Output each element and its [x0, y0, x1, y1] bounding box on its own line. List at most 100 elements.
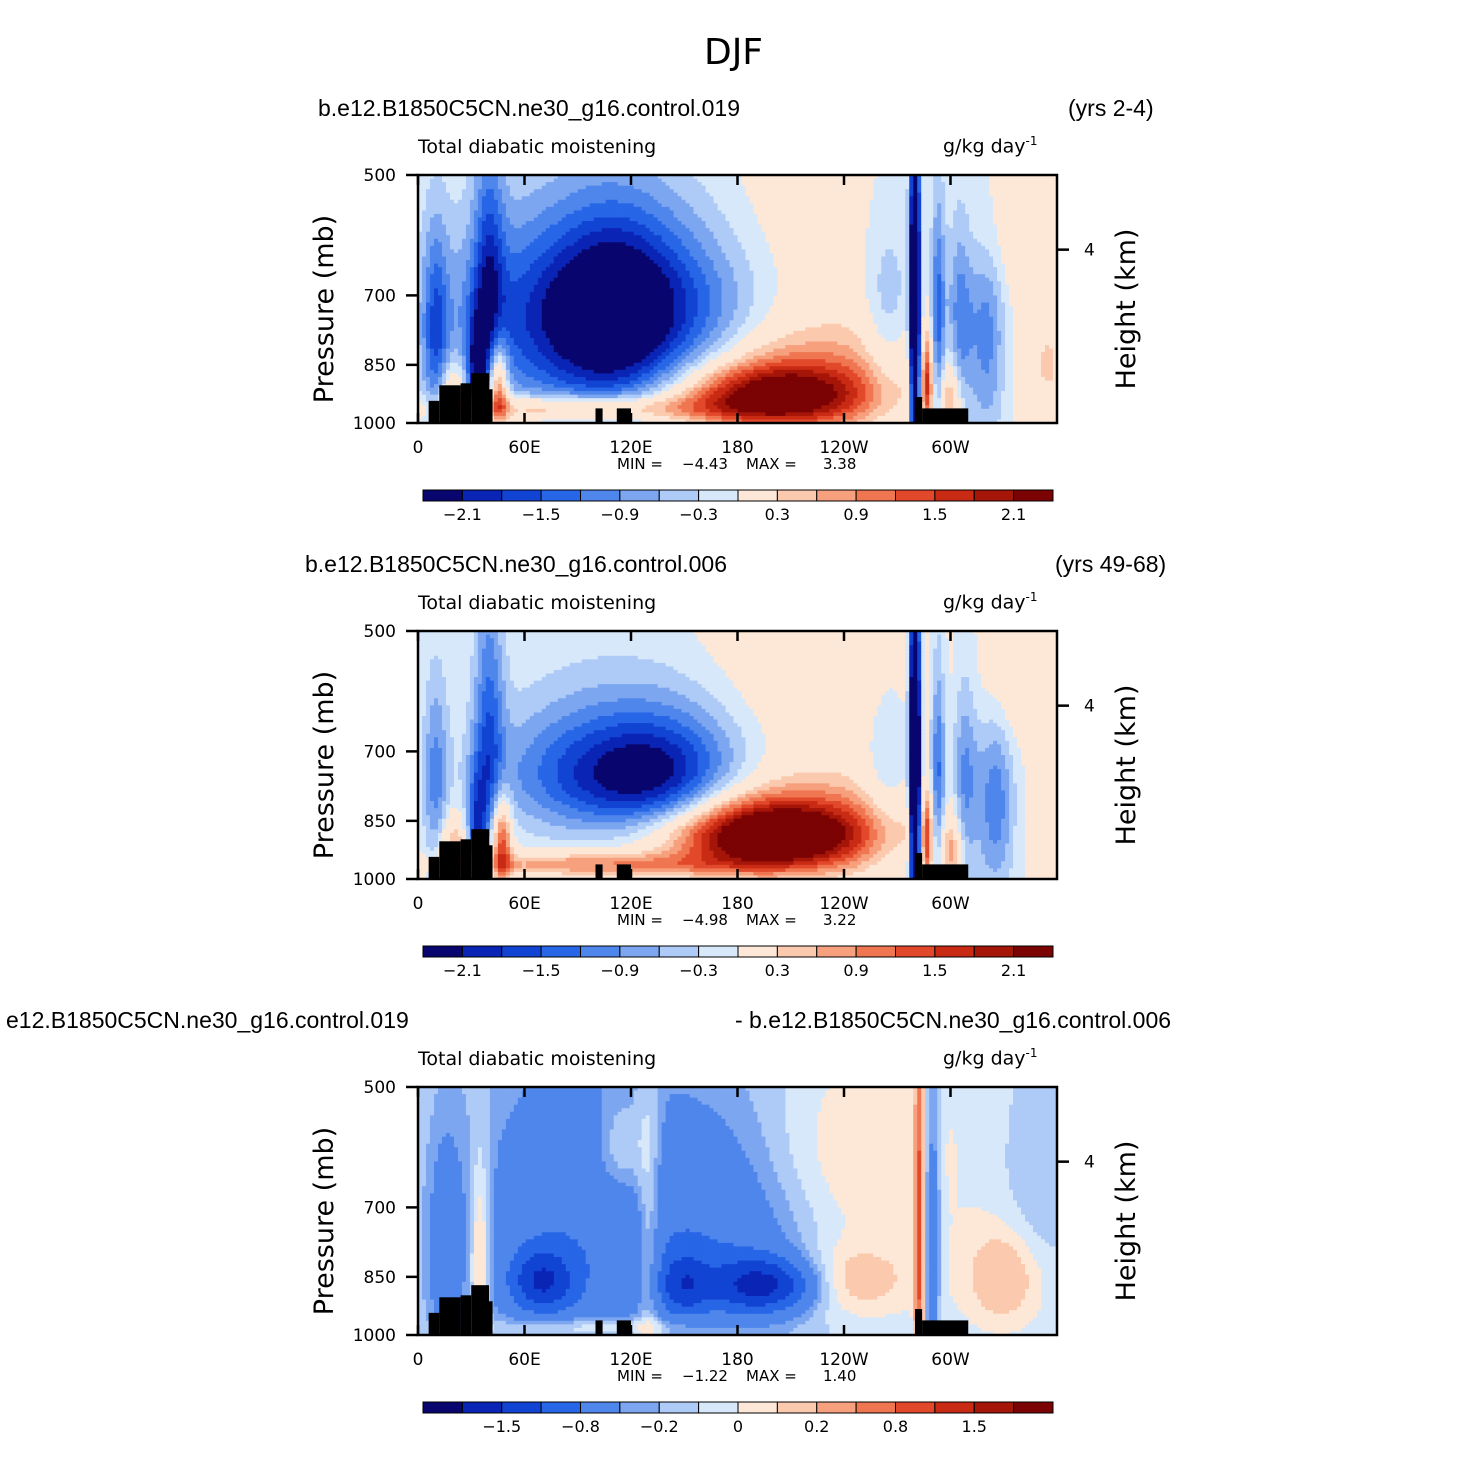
field-cell [665, 178, 671, 183]
field-cell [757, 245, 763, 250]
field-cell [441, 270, 447, 275]
field-cell [1021, 196, 1026, 201]
field-cell [541, 221, 547, 226]
field-cell [813, 249, 818, 254]
field-cell [861, 281, 866, 286]
field-cell [897, 270, 902, 275]
field-cell [418, 242, 423, 247]
field-cell [937, 199, 942, 204]
field-cell [769, 189, 775, 194]
field-cell [625, 175, 631, 180]
field-cell [585, 175, 591, 180]
field-cell [577, 221, 583, 226]
field-cell [481, 238, 487, 243]
field-cell [989, 199, 994, 204]
field-cell [509, 274, 515, 279]
field-cell [633, 263, 639, 268]
field-cell [517, 249, 523, 254]
field-cell [473, 284, 479, 289]
field-cell [473, 235, 479, 240]
field-cell [741, 210, 747, 215]
field-cell [485, 231, 491, 236]
field-cell [961, 235, 966, 240]
field-cell [613, 231, 619, 236]
field-cell [897, 199, 902, 204]
field-cell [917, 260, 922, 265]
field-cell [965, 192, 970, 197]
field-cell [509, 210, 515, 215]
field-cell [981, 192, 986, 197]
field-cell [833, 175, 838, 180]
field-cell [921, 274, 926, 279]
field-cell [589, 224, 595, 229]
field-cell [437, 284, 443, 289]
field-cell [457, 281, 463, 286]
field-cell [701, 228, 707, 233]
field-cell [777, 199, 783, 204]
field-cell [789, 274, 795, 279]
field-cell [677, 213, 683, 219]
field-cell [601, 281, 607, 286]
field-cell [905, 189, 910, 194]
field-cell [861, 196, 866, 201]
field-cell [717, 196, 723, 201]
field-cell [909, 213, 914, 219]
field-cell [1009, 252, 1014, 258]
field-cell [673, 185, 679, 190]
field-cell [481, 196, 487, 201]
field-cell [509, 206, 515, 212]
field-cell [757, 252, 763, 258]
field-cell [897, 217, 902, 222]
field-cell [577, 249, 583, 254]
field-cell [869, 182, 874, 187]
field-cell [909, 270, 914, 275]
field-cell [997, 178, 1002, 183]
field-cell [929, 281, 934, 286]
field-cell [921, 242, 926, 247]
field-cell [697, 189, 703, 194]
field-cell [689, 274, 695, 279]
field-cell [1041, 213, 1046, 219]
field-cell [425, 210, 431, 215]
field-cell [585, 182, 591, 187]
field-cell [1013, 231, 1018, 236]
field-cell [913, 199, 918, 204]
field-cell [829, 224, 834, 229]
field-cell [793, 221, 798, 226]
field-cell [993, 281, 998, 286]
field-cell [557, 206, 563, 212]
field-cell [961, 277, 966, 282]
field-cell [817, 196, 822, 201]
field-cell [421, 189, 427, 194]
field-cell [853, 210, 858, 215]
field-cell [965, 256, 970, 261]
field-cell [757, 178, 763, 183]
field-cell [825, 178, 830, 183]
field-cell [497, 203, 503, 208]
field-cell [821, 274, 826, 279]
field-cell [761, 228, 767, 233]
field-cell [937, 217, 942, 222]
field-cell [529, 213, 535, 219]
field-cell [681, 242, 687, 247]
field-cell [1021, 263, 1026, 268]
field-cell [769, 260, 775, 265]
field-cell [845, 238, 850, 243]
field-cell [1037, 238, 1042, 243]
field-cell [781, 182, 787, 187]
field-cell [865, 192, 870, 197]
field-cell [969, 263, 974, 268]
field-cell [533, 182, 539, 187]
field-cell [601, 203, 607, 208]
field-cell [869, 235, 874, 240]
field-cell [885, 175, 890, 180]
field-cell [425, 256, 431, 261]
field-cell [969, 274, 974, 279]
field-cell [741, 256, 747, 261]
field-cell [941, 228, 946, 233]
field-cell [541, 196, 547, 201]
field-cell [513, 199, 519, 204]
field-cell [565, 263, 571, 268]
field-cell [821, 178, 826, 183]
field-cell [705, 270, 711, 275]
